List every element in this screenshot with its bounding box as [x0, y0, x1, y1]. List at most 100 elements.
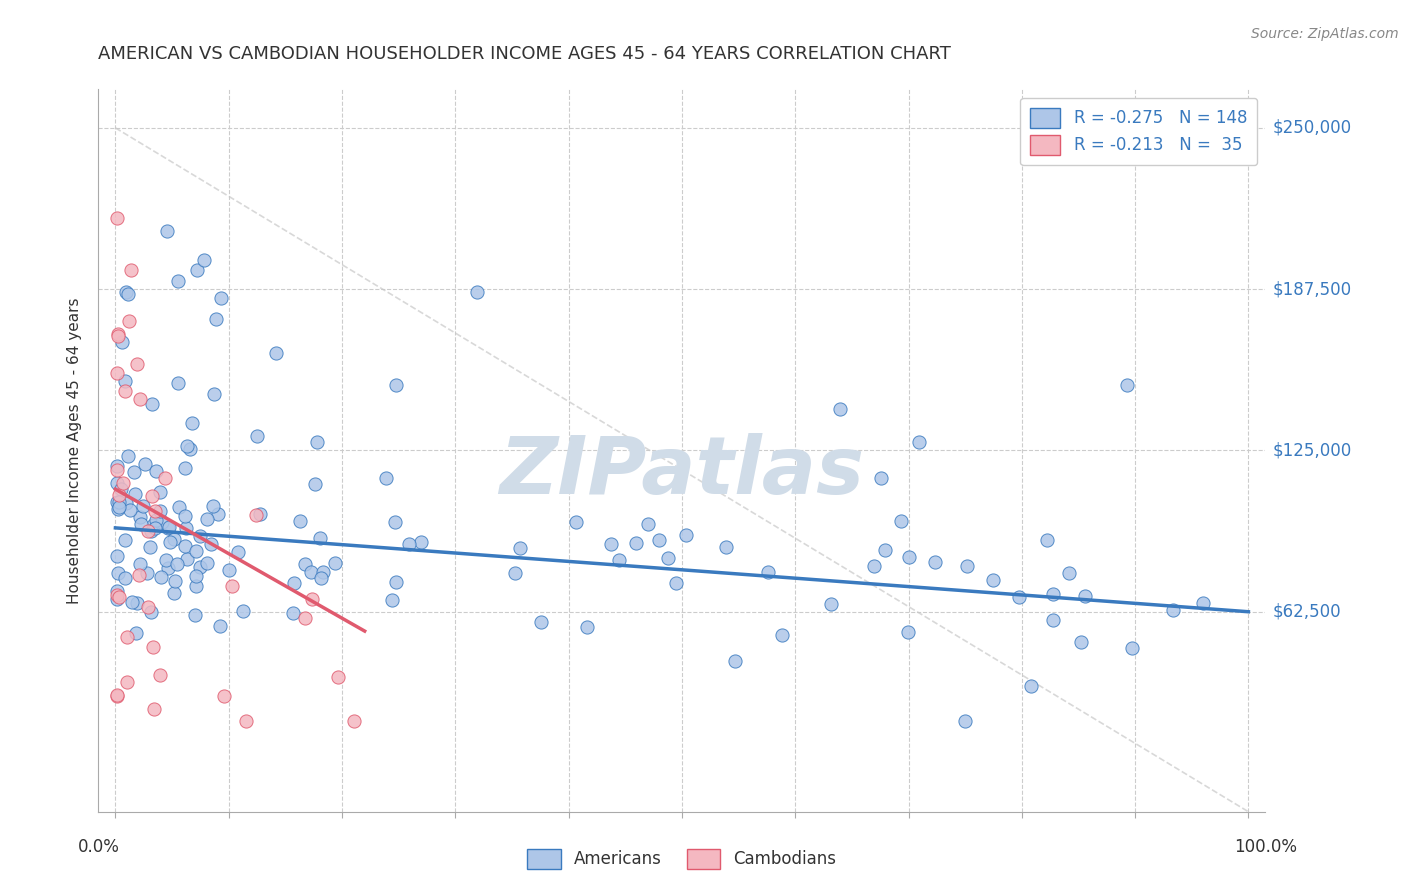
Point [384, 575, 406, 590]
Point [155, 552, 177, 566]
Point [173, 461, 195, 475]
Point [115, 285, 138, 300]
Point [142, 640, 165, 654]
Point [890, 514, 912, 528]
Point [107, 502, 129, 516]
Point [820, 597, 842, 611]
Point [214, 689, 236, 703]
Point [1074, 589, 1097, 603]
Point [249, 507, 271, 521]
Point [294, 557, 316, 571]
Point [180, 417, 202, 431]
Point [176, 439, 198, 453]
Point [142, 701, 165, 715]
Point [141, 397, 163, 411]
Point [1121, 640, 1143, 655]
Point [208, 619, 231, 633]
Point [127, 596, 149, 610]
Point [756, 566, 779, 580]
Point [200, 537, 222, 551]
Point [166, 376, 188, 391]
Point [121, 595, 143, 609]
Point [132, 500, 155, 514]
Point [281, 606, 304, 620]
Text: 0.0%: 0.0% [77, 838, 120, 856]
Point [145, 513, 167, 527]
Point [105, 494, 128, 508]
Point [105, 476, 128, 491]
Point [232, 604, 254, 618]
Point [166, 274, 188, 288]
Point [202, 499, 225, 513]
Point [828, 401, 851, 416]
Point [111, 334, 134, 349]
Point [981, 573, 1004, 587]
Point [105, 688, 128, 702]
Point [1192, 596, 1215, 610]
Point [343, 714, 366, 729]
Point [105, 689, 128, 703]
Point [1042, 613, 1064, 627]
Point [174, 509, 197, 524]
Point [307, 434, 329, 449]
Text: Source: ZipAtlas.com: Source: ZipAtlas.com [1251, 27, 1399, 41]
Point [184, 543, 207, 558]
Point [326, 670, 349, 684]
Point [149, 668, 172, 682]
Point [209, 291, 232, 305]
Point [863, 558, 886, 573]
Point [195, 557, 218, 571]
Point [869, 470, 891, 484]
Point [907, 434, 929, 449]
Point [576, 620, 599, 634]
Point [112, 476, 135, 491]
Point [565, 515, 588, 529]
Point [411, 535, 433, 549]
Point [108, 495, 131, 509]
Point [184, 608, 207, 623]
Point [157, 520, 180, 534]
Point [143, 504, 166, 518]
Point [115, 631, 138, 645]
Point [105, 211, 128, 226]
Point [129, 557, 152, 571]
Point [283, 576, 305, 591]
Point [125, 626, 148, 640]
Point [156, 224, 179, 238]
Point [163, 533, 186, 547]
Point [665, 576, 688, 591]
Point [530, 615, 553, 629]
Point [114, 571, 136, 585]
Point [145, 464, 167, 478]
Point [114, 533, 136, 548]
Point [1115, 378, 1137, 392]
Point [159, 535, 181, 549]
Point [1059, 566, 1081, 581]
Point [114, 374, 136, 388]
Point [264, 346, 287, 360]
Point [724, 654, 747, 668]
Point [107, 327, 129, 342]
Point [465, 285, 488, 299]
Point [163, 574, 186, 589]
Text: ZIPatlas: ZIPatlas [499, 434, 865, 511]
Text: $62,500: $62,500 [1272, 603, 1341, 621]
Point [235, 714, 257, 729]
Point [309, 572, 332, 586]
Point [128, 392, 150, 407]
Point [118, 314, 141, 328]
Text: $187,500: $187,500 [1272, 280, 1351, 298]
Point [107, 329, 129, 343]
Point [142, 517, 165, 532]
Point [953, 714, 976, 729]
Point [135, 566, 157, 580]
Point [381, 592, 404, 607]
Point [1035, 533, 1057, 547]
Point [107, 566, 129, 581]
Point [197, 511, 219, 525]
Point [108, 488, 131, 502]
Point [897, 624, 920, 639]
Point [149, 484, 172, 499]
Point [128, 510, 150, 524]
Point [122, 465, 145, 479]
